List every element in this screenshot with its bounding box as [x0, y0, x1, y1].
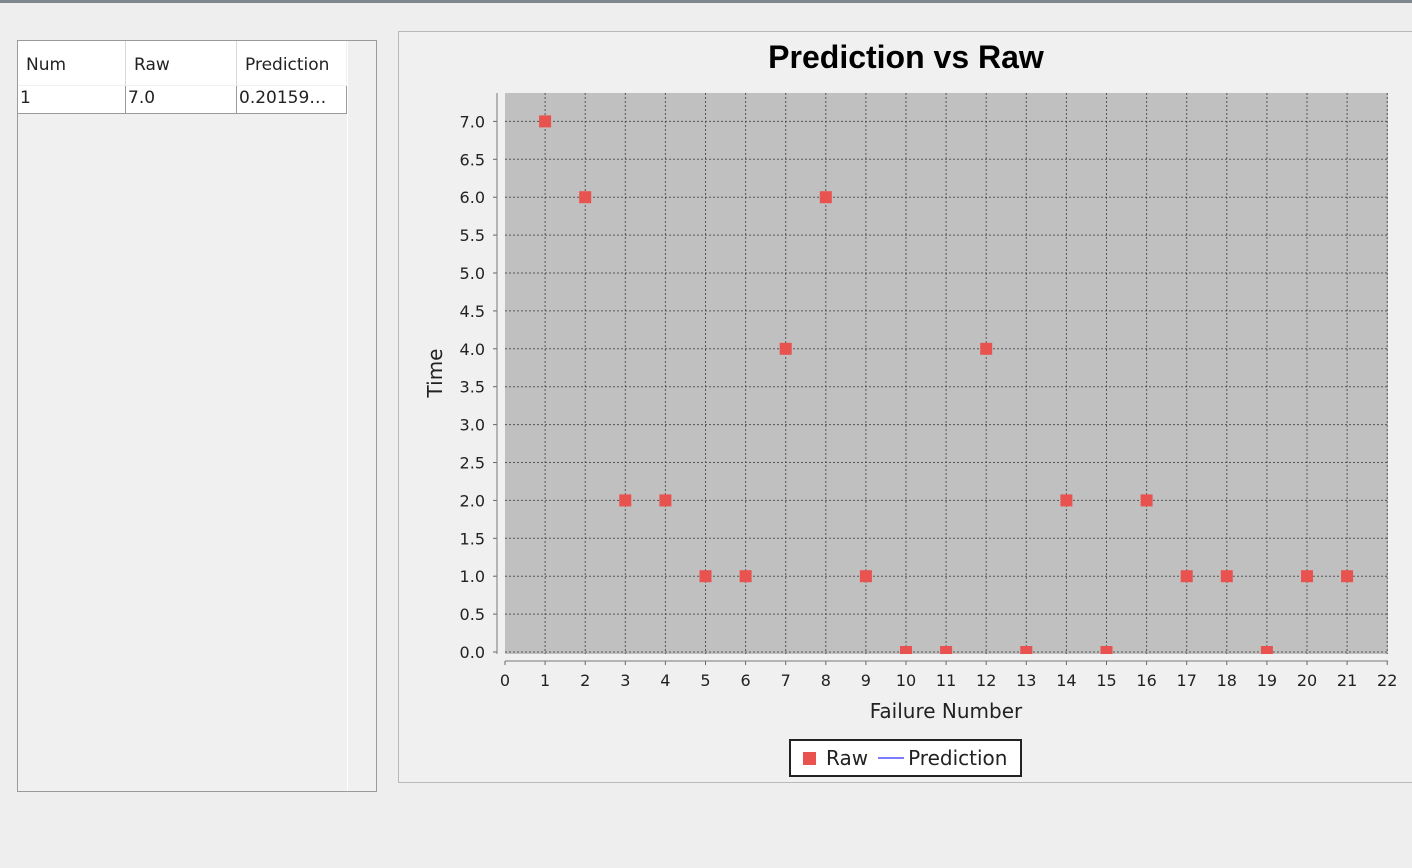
x-tick-label: 13	[1016, 671, 1036, 690]
raw-data-point	[900, 646, 912, 654]
x-tick-label: 8	[821, 671, 831, 690]
raw-data-point	[779, 342, 792, 355]
x-tick-label: 1	[540, 671, 550, 690]
raw-data-point	[699, 570, 712, 583]
raw-data-point	[1060, 494, 1073, 507]
raw-series	[539, 115, 1354, 654]
y-tick-label: 2.5	[460, 454, 485, 473]
x-axis-label: Failure Number	[870, 699, 1023, 723]
axes: 0 1 2 3 4 5 6 7 8 9 10 11 12 13 14 15 16 17 18 19 20 21 220.00…	[460, 93, 1397, 690]
raw-data-point	[980, 342, 993, 355]
raw-data-point	[1341, 570, 1354, 583]
x-tick-label: 12	[976, 671, 996, 690]
x-tick-label: 9	[861, 671, 871, 690]
cell-prediction[interactable]: 0.20159…	[237, 86, 347, 114]
prediction-line-icon	[878, 757, 905, 759]
raw-data-point	[1301, 570, 1313, 583]
raw-data-point	[1260, 646, 1273, 654]
x-tick-label: 4	[660, 671, 670, 690]
x-tick-label: 15	[1096, 671, 1116, 690]
y-tick-label: 3.5	[460, 378, 485, 397]
raw-data-point	[1100, 646, 1113, 654]
raw-marker-icon	[803, 751, 816, 765]
table-header: Num Raw Prediction	[18, 41, 346, 85]
y-tick-label: 4.0	[460, 340, 485, 359]
x-tick-label: 14	[1056, 671, 1076, 690]
x-tick-label: 6	[741, 671, 751, 690]
window-top-border	[0, 0, 1412, 3]
raw-data-point	[859, 570, 872, 583]
y-tick-label: 6.0	[460, 188, 485, 207]
y-tick-label: 2.0	[460, 491, 485, 510]
column-header-num[interactable]: Num	[18, 41, 126, 85]
x-tick-label: 7	[781, 671, 791, 690]
y-tick-label: 5.5	[460, 226, 485, 245]
results-table-panel[interactable]: Num Raw Prediction 1 7.0 0.20159…	[17, 40, 377, 792]
chart-title: Prediction vs Raw	[768, 39, 1044, 75]
x-tick-label: 10	[896, 671, 916, 690]
raw-data-point	[579, 191, 592, 204]
x-tick-label: 17	[1177, 671, 1197, 690]
y-tick-label: 4.5	[460, 302, 485, 321]
raw-data-point	[1180, 570, 1193, 583]
column-header-raw[interactable]: Raw	[126, 41, 237, 85]
x-tick-label: 3	[620, 671, 630, 690]
y-tick-label: 3.0	[460, 416, 485, 435]
x-tick-label: 0	[500, 671, 510, 690]
y-tick-label: 1.0	[460, 567, 485, 586]
raw-data-point	[619, 494, 632, 507]
y-tick-label: 6.5	[460, 150, 485, 169]
raw-data-point	[1020, 646, 1033, 654]
raw-data-point	[940, 646, 953, 654]
chart-legend: Raw Prediction	[789, 739, 1022, 777]
x-tick-label: 20	[1297, 671, 1317, 690]
y-axis-label: Time	[423, 349, 447, 399]
legend-prediction-label: Prediction	[908, 746, 1008, 770]
column-header-prediction[interactable]: Prediction	[237, 41, 346, 85]
x-tick-label: 19	[1257, 671, 1277, 690]
y-tick-label: 1.5	[460, 529, 485, 548]
x-tick-label: 2	[580, 671, 590, 690]
y-tick-label: 0.5	[460, 605, 485, 624]
x-tick-label: 21	[1337, 671, 1357, 690]
legend-raw-label: Raw	[826, 746, 869, 770]
raw-data-point	[659, 494, 672, 507]
raw-data-point	[539, 115, 552, 128]
y-tick-label: 7.0	[460, 112, 485, 131]
table-row[interactable]: 1 7.0 0.20159…	[18, 86, 347, 114]
raw-data-point	[1140, 494, 1153, 507]
raw-data-point	[819, 191, 832, 204]
cell-num[interactable]: 1	[18, 86, 126, 114]
x-tick-label: 22	[1377, 671, 1397, 690]
raw-data-point	[1220, 570, 1233, 583]
x-tick-label: 16	[1136, 671, 1156, 690]
cell-raw[interactable]: 7.0	[126, 86, 237, 114]
raw-data-point	[739, 570, 752, 583]
x-tick-label: 18	[1217, 671, 1237, 690]
y-tick-label: 0.0	[460, 643, 485, 662]
x-tick-label: 11	[936, 671, 956, 690]
y-tick-label: 5.0	[460, 264, 485, 283]
table-viewport-edge	[347, 41, 348, 791]
x-tick-label: 5	[700, 671, 710, 690]
